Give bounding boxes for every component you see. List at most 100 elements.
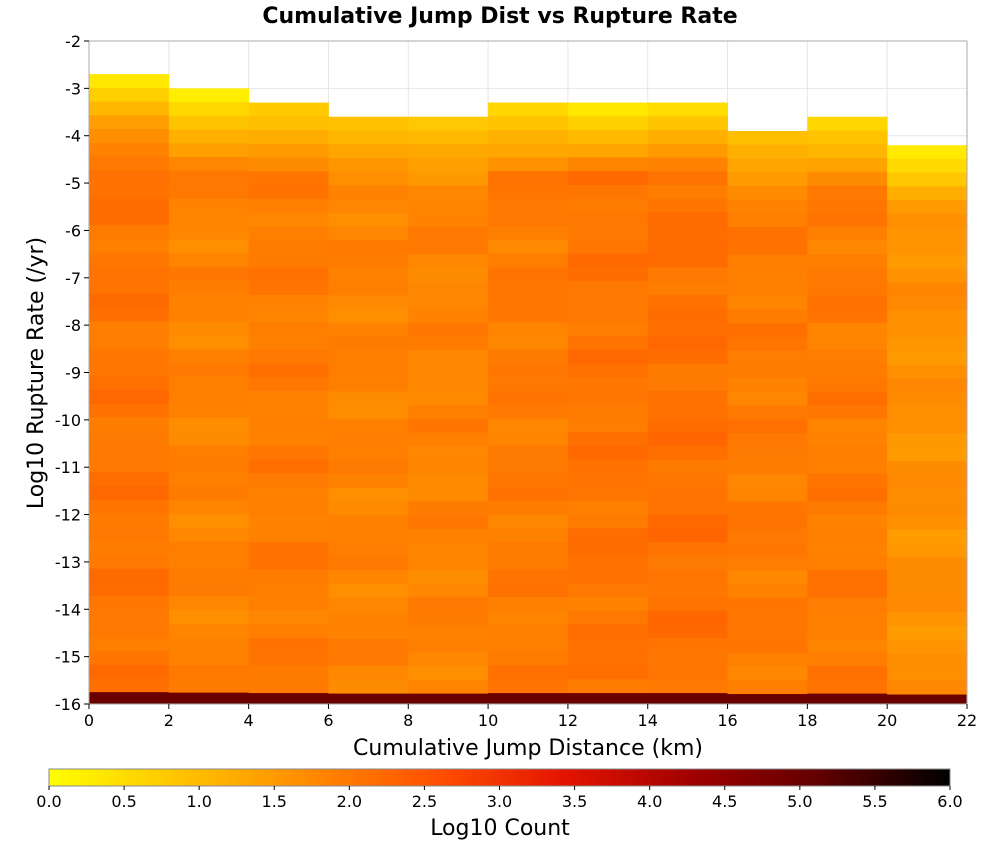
heatmap-cell — [887, 268, 968, 283]
heatmap-cell — [488, 404, 569, 419]
heatmap-cell — [89, 403, 170, 418]
colorbar-tick-label: 4.5 — [712, 792, 737, 811]
heatmap-cell — [488, 638, 569, 653]
heatmap-cell — [647, 308, 728, 323]
heatmap-cell — [647, 404, 728, 419]
heatmap-cell — [408, 240, 489, 255]
heatmap-cell — [248, 542, 329, 557]
heatmap-cell — [408, 226, 489, 241]
heatmap-cell — [488, 267, 569, 282]
heatmap-cell — [567, 390, 649, 406]
heatmap-cell — [887, 529, 968, 544]
heatmap-cell — [89, 335, 170, 350]
heatmap-cell — [488, 679, 569, 694]
heatmap-cell — [89, 664, 170, 679]
heatmap-cell — [89, 142, 170, 157]
heatmap-cell — [647, 555, 728, 570]
heatmap-cell — [248, 239, 329, 255]
heatmap-cell — [89, 87, 170, 103]
heatmap-cell — [887, 145, 968, 160]
colorbar-label: Log10 Count — [430, 816, 570, 841]
heatmap-cell — [727, 240, 808, 255]
heatmap-cell — [647, 445, 728, 461]
heatmap-cell — [647, 528, 728, 543]
heatmap-cell — [647, 624, 728, 639]
colorbar-ticks: 0.0 0.5 1.0 1.5 2.0 2.5 3.0 3.5 4.0 4.5 5.0 5.5 6.0 — [36, 786, 963, 811]
heatmap-cell — [727, 446, 808, 461]
heatmap-cell — [807, 391, 888, 406]
heatmap-cells — [89, 74, 968, 705]
heatmap-cell — [727, 227, 808, 242]
heatmap-cell — [248, 102, 329, 117]
heatmap-cell — [408, 569, 489, 585]
heatmap-cell — [807, 254, 888, 269]
heatmap-cell — [408, 322, 489, 337]
heatmap-cell — [887, 255, 968, 270]
heatmap-cell — [727, 254, 808, 269]
heatmap-cell — [89, 623, 170, 638]
heatmap-cell — [168, 253, 250, 268]
heatmap-cell — [168, 239, 250, 254]
heatmap-cell — [887, 557, 968, 572]
heatmap-cell — [727, 282, 808, 297]
heatmap-cell — [168, 472, 250, 488]
heatmap-cell — [89, 417, 170, 432]
heatmap-cell — [807, 611, 888, 626]
heatmap-cell — [887, 680, 968, 695]
heatmap-cell — [328, 254, 409, 269]
heatmap-cell — [248, 322, 329, 337]
heatmap-cell — [168, 500, 250, 515]
y-tick-label: -11 — [55, 458, 81, 477]
heatmap-cell — [89, 238, 170, 254]
heatmap-cell — [567, 432, 649, 447]
heatmap-cell — [328, 542, 409, 557]
heatmap-cell — [408, 542, 489, 557]
heatmap-cell — [488, 336, 569, 351]
heatmap-cell — [89, 541, 170, 556]
heatmap-cell — [328, 583, 409, 598]
heatmap-cell — [408, 171, 489, 186]
heatmap-cell — [168, 308, 250, 323]
heatmap-cell — [727, 185, 808, 201]
heatmap-cell — [328, 638, 409, 653]
heatmap-cell — [248, 116, 329, 131]
heatmap-cell — [647, 432, 728, 447]
heatmap-cell — [248, 377, 329, 392]
heatmap-cell — [807, 666, 888, 681]
heatmap-cell — [647, 542, 728, 557]
heatmap-cell — [248, 445, 329, 461]
heatmap-cell — [887, 639, 968, 654]
heatmap-cell — [488, 294, 569, 309]
heatmap-cell — [647, 253, 728, 268]
heatmap-cell — [89, 458, 170, 473]
heatmap-cell — [168, 623, 250, 639]
heatmap-cell — [647, 184, 728, 200]
heatmap-cell — [168, 184, 250, 199]
heatmap-cell — [328, 144, 409, 159]
x-tick-label: 6 — [323, 711, 333, 730]
heatmap-cell — [807, 185, 888, 200]
heatmap-cell — [567, 322, 649, 337]
heatmap-cell — [567, 404, 649, 419]
heatmap-cell — [647, 198, 728, 213]
colorbar-tick-label: 2.5 — [412, 792, 437, 811]
heatmap-cell — [488, 239, 569, 255]
heatmap-cell — [887, 323, 968, 338]
heatmap-cell — [248, 693, 329, 705]
heatmap-cell — [647, 157, 728, 172]
heatmap-cell — [887, 227, 968, 242]
heatmap-cell — [488, 198, 569, 213]
y-tick-label: -7 — [65, 269, 81, 288]
heatmap-cell — [887, 337, 968, 352]
heatmap-cell — [567, 184, 649, 200]
heatmap-cell — [248, 528, 329, 543]
heatmap-cell — [248, 596, 329, 612]
heatmap-cell — [887, 474, 968, 489]
heatmap-cell — [887, 419, 968, 434]
y-tick-label: -6 — [65, 221, 81, 240]
heatmap-cell — [328, 418, 409, 434]
x-tick-label: 12 — [558, 711, 578, 730]
heatmap-cell — [89, 225, 170, 240]
heatmap-cell — [408, 501, 489, 516]
heatmap-cell — [727, 652, 808, 667]
